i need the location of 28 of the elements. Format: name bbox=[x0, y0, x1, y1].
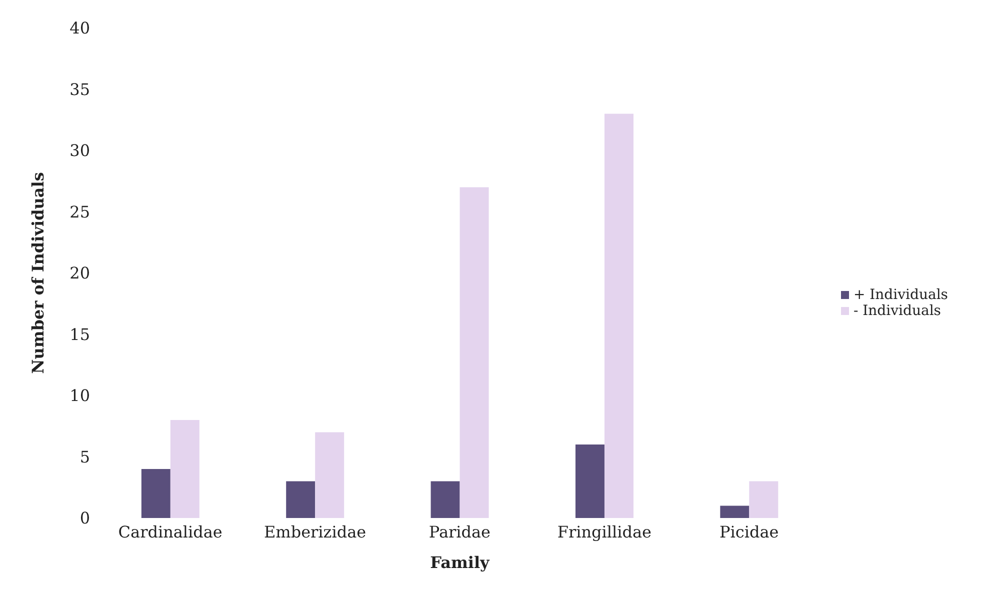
y-tick-label: 30 bbox=[70, 141, 90, 160]
bar bbox=[170, 420, 200, 518]
y-tick-label: 35 bbox=[70, 80, 90, 99]
y-tick-label: 25 bbox=[70, 202, 90, 222]
bar bbox=[430, 481, 460, 518]
y-tick-label: 20 bbox=[70, 264, 90, 283]
bar bbox=[286, 481, 316, 518]
y-axis-title: Number of Individuals bbox=[28, 172, 48, 374]
bar bbox=[749, 481, 778, 518]
y-tick-label: 0 bbox=[80, 508, 90, 528]
x-axis-title: Family bbox=[430, 553, 490, 572]
y-tick-label: 40 bbox=[70, 18, 90, 38]
x-tick-label: Cardinalidae bbox=[118, 522, 222, 542]
legend-label: + Individuals bbox=[853, 287, 948, 303]
y-tick-label: 5 bbox=[80, 447, 90, 466]
x-tick-label: Picidae bbox=[720, 522, 779, 542]
y-tick-label: 10 bbox=[70, 386, 90, 406]
bar bbox=[575, 444, 604, 518]
x-tick-label: Emberizidae bbox=[264, 522, 366, 542]
bar bbox=[460, 187, 489, 518]
bar bbox=[720, 506, 750, 518]
bar bbox=[604, 114, 634, 518]
x-tick-label: Paridae bbox=[428, 522, 491, 542]
legend-label: - Individuals bbox=[853, 303, 941, 319]
x-tick-label: Fringillidae bbox=[557, 522, 652, 542]
bar bbox=[141, 469, 170, 518]
y-tick-label: 15 bbox=[70, 324, 90, 344]
bar bbox=[315, 432, 344, 518]
